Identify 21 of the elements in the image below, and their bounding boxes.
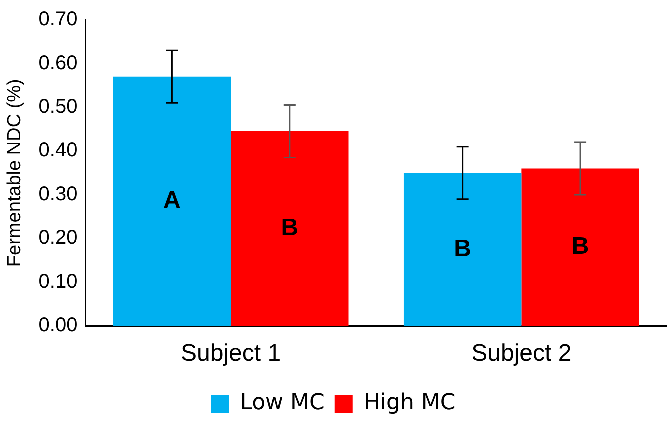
y-tick-label: 0.00 <box>38 314 78 337</box>
legend-label: Low MC <box>240 390 325 416</box>
bar <box>231 132 349 326</box>
data-label: B <box>281 214 299 242</box>
y-tick-label: 0.40 <box>38 140 78 162</box>
y-tick-label: 0.30 <box>38 183 78 206</box>
data-label: A <box>164 187 181 214</box>
legend-label: High MC <box>364 390 456 416</box>
y-tick-label: 0.50 <box>38 96 78 118</box>
y-tick-label: 0.20 <box>38 227 78 250</box>
data-label: B <box>454 235 472 262</box>
y-tick-label: 0.60 <box>38 52 78 74</box>
bar <box>404 173 522 326</box>
bar <box>113 76 232 326</box>
y-axis-title: Fermentable NDC (%) <box>4 79 26 268</box>
data-label: B <box>572 233 590 260</box>
y-tick-label: 0.10 <box>38 270 78 293</box>
bar <box>522 168 640 326</box>
x-tick-label: Subject 2 <box>472 340 572 368</box>
y-tick-label: 0.70 <box>38 8 78 31</box>
x-tick-label: Subject 1 <box>181 340 282 368</box>
